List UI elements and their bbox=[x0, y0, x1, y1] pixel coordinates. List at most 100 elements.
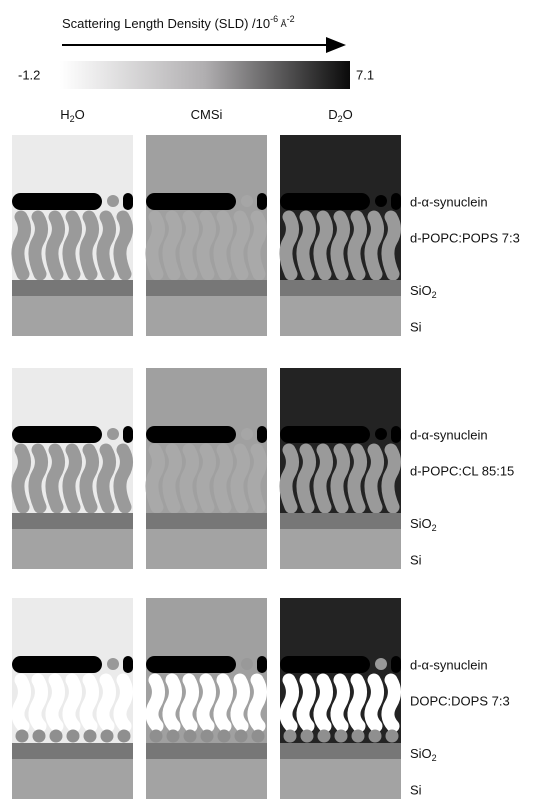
protein-edge bbox=[123, 193, 133, 210]
column-header: D2O bbox=[328, 107, 353, 124]
substrate bbox=[146, 759, 267, 799]
page: {"header": {"title": ["Scattering Length… bbox=[0, 0, 552, 802]
lipid-chain bbox=[203, 450, 210, 507]
lipid-head bbox=[386, 730, 399, 743]
protein-edge bbox=[391, 656, 401, 673]
lipid-chain bbox=[186, 680, 193, 726]
protein-edge bbox=[123, 426, 133, 443]
lipid-chain bbox=[354, 217, 361, 274]
figure: Scattering Length Density (SLD) /10-6 Å-… bbox=[0, 0, 552, 802]
lipid-head bbox=[33, 730, 46, 743]
lipid-chain bbox=[120, 450, 127, 507]
lipid-chain bbox=[286, 217, 293, 274]
lipid-head bbox=[201, 730, 214, 743]
oxide-label: SiO2 bbox=[410, 283, 437, 300]
protein-edge bbox=[123, 656, 133, 673]
lipid-chain bbox=[52, 680, 59, 726]
lipid-head bbox=[16, 730, 29, 743]
lipid-chain bbox=[354, 450, 361, 507]
lipid-head bbox=[318, 730, 331, 743]
substrate bbox=[280, 529, 401, 569]
arrow-head bbox=[326, 37, 346, 53]
protein-edge bbox=[257, 193, 267, 210]
lipid-chain bbox=[220, 680, 227, 726]
lipid-chain bbox=[186, 217, 193, 274]
lipid-chain bbox=[220, 450, 227, 507]
lipid-chain bbox=[303, 217, 310, 274]
lipid-chain bbox=[86, 680, 93, 726]
protein-blob bbox=[241, 658, 253, 670]
protein-blob bbox=[107, 658, 119, 670]
lipid-chain bbox=[18, 680, 25, 726]
lipid-chain bbox=[18, 450, 25, 507]
protein-edge bbox=[391, 193, 401, 210]
lipid-chain bbox=[337, 680, 344, 726]
lipid-chain bbox=[337, 450, 344, 507]
lipid-head bbox=[369, 730, 382, 743]
lipid-head bbox=[352, 730, 365, 743]
lipid-chain bbox=[337, 217, 344, 274]
lipid-chain bbox=[388, 680, 395, 726]
protein bbox=[280, 193, 370, 210]
protein bbox=[12, 426, 102, 443]
lipid-head bbox=[101, 730, 114, 743]
text-part: CMSi bbox=[191, 107, 223, 122]
lipid-chain bbox=[35, 450, 42, 507]
lipid-chain bbox=[169, 450, 176, 507]
text-part: -2 bbox=[287, 14, 295, 24]
lipid-head bbox=[67, 730, 80, 743]
substrate bbox=[146, 529, 267, 569]
lipid-chain bbox=[237, 450, 244, 507]
lipid-chain bbox=[203, 680, 210, 726]
protein-label: d-α-synuclein bbox=[410, 657, 488, 672]
lipid-chain bbox=[303, 680, 310, 726]
lipid-chain bbox=[103, 450, 110, 507]
oxide-layer bbox=[146, 280, 267, 296]
protein-blob bbox=[107, 428, 119, 440]
column-header: CMSi bbox=[191, 107, 223, 122]
lipid-chain bbox=[371, 217, 378, 274]
text-part: SiO bbox=[410, 516, 432, 531]
substrate-label: Si bbox=[410, 782, 422, 797]
protein bbox=[12, 193, 102, 210]
lipid-chain bbox=[169, 217, 176, 274]
lipid-chain bbox=[18, 217, 25, 274]
oxide-label: SiO2 bbox=[410, 516, 437, 533]
sld-colorbar bbox=[60, 61, 350, 89]
protein-blob bbox=[241, 195, 253, 207]
protein-edge bbox=[257, 426, 267, 443]
lipid-head bbox=[184, 730, 197, 743]
lipid-head bbox=[167, 730, 180, 743]
lipid-chain bbox=[254, 217, 261, 274]
protein-blob bbox=[375, 658, 387, 670]
substrate bbox=[146, 296, 267, 336]
protein-edge bbox=[391, 426, 401, 443]
protein-blob bbox=[375, 195, 387, 207]
lipid-chain bbox=[237, 680, 244, 726]
text-part: Scattering Length Density (SLD) /10 bbox=[62, 16, 270, 31]
lipid-chain bbox=[371, 680, 378, 726]
oxide-layer bbox=[12, 513, 133, 529]
lipid-chain bbox=[286, 450, 293, 507]
lipid-chain bbox=[388, 217, 395, 274]
lipid-chain bbox=[169, 680, 176, 726]
substrate bbox=[280, 759, 401, 799]
lipid-chain bbox=[103, 680, 110, 726]
oxide-layer bbox=[12, 280, 133, 296]
lipid-chain bbox=[120, 680, 127, 726]
lipid-chain bbox=[388, 450, 395, 507]
lipid-head bbox=[284, 730, 297, 743]
lipid-label: DOPC:DOPS 7:3 bbox=[410, 693, 510, 708]
lipid-head bbox=[252, 730, 265, 743]
lipid-chain bbox=[35, 680, 42, 726]
lipid-chain bbox=[52, 217, 59, 274]
protein bbox=[280, 426, 370, 443]
lipid-chain bbox=[52, 450, 59, 507]
oxide-label: SiO2 bbox=[410, 746, 437, 763]
substrate bbox=[12, 296, 133, 336]
text-part: SiO bbox=[410, 283, 432, 298]
lipid-chain bbox=[371, 450, 378, 507]
lipid-chain bbox=[320, 217, 327, 274]
lipid-chain bbox=[254, 450, 261, 507]
protein-blob bbox=[241, 428, 253, 440]
